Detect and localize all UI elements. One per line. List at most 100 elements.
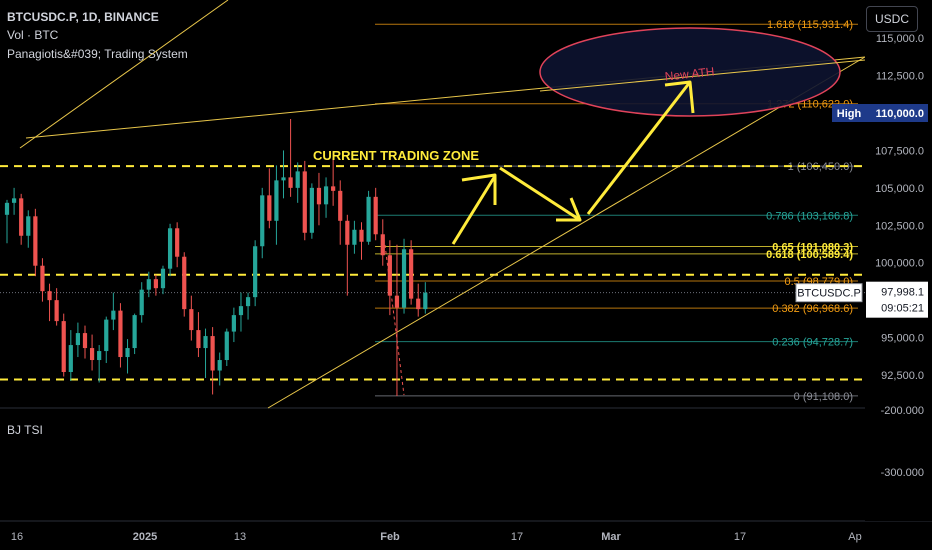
candle-body-0 bbox=[4, 202, 10, 215]
candle-body-25 bbox=[182, 256, 187, 310]
y-tick-6: 95,000.0 bbox=[881, 333, 924, 345]
x-tick-3: Feb bbox=[380, 531, 400, 543]
x-tick-1: 2025 bbox=[133, 531, 157, 543]
fib-label-4: 0.65 (101,080.3) bbox=[772, 242, 853, 254]
indicator-legend: Panagiotis&#039; Trading System bbox=[7, 47, 188, 61]
candle-body-27 bbox=[196, 330, 201, 349]
last-symbol-bg bbox=[795, 283, 863, 303]
candle-body-37 bbox=[267, 195, 272, 221]
last-price: 97,998.1 bbox=[881, 287, 924, 299]
y-tick-2: 107,500.0 bbox=[875, 145, 924, 157]
arrow-up-1 bbox=[451, 175, 497, 245]
projection-dashed bbox=[384, 244, 405, 396]
arrow-down-1-head-0 bbox=[556, 197, 582, 222]
steep-trendline bbox=[19, 0, 229, 149]
x-tick-7: Ap bbox=[848, 531, 861, 543]
candle-body-14 bbox=[104, 319, 109, 352]
y-tick-1: 112,500.0 bbox=[876, 71, 924, 83]
lower-trendline bbox=[267, 56, 866, 409]
last-countdown: 09:05:21 bbox=[881, 303, 924, 315]
candle-body-44 bbox=[316, 187, 322, 205]
x-tick-2: 13 bbox=[234, 531, 246, 543]
fib-label-3: 0.786 (103,166.8) bbox=[766, 210, 853, 222]
candle-body-54 bbox=[387, 255, 392, 296]
y-tick-7: 92,500.0 bbox=[881, 370, 924, 382]
candle-body-52 bbox=[373, 196, 378, 235]
candle-body-26 bbox=[189, 309, 194, 331]
candle-body-4 bbox=[33, 216, 38, 266]
candle-body-16 bbox=[118, 310, 123, 358]
candle-body-19 bbox=[139, 289, 144, 316]
y-tick-5: 100,000.0 bbox=[875, 258, 924, 270]
high-value-bg bbox=[866, 104, 928, 122]
arrow-up-1-head-0 bbox=[461, 173, 497, 205]
y-tick-0: 115,000.0 bbox=[876, 33, 924, 45]
candle-body-21 bbox=[153, 279, 158, 289]
candle-body-6 bbox=[47, 291, 52, 301]
arrow-up-2-head-0 bbox=[664, 80, 695, 114]
candle-body-39 bbox=[281, 177, 286, 181]
ath-label: New ATH bbox=[664, 64, 715, 83]
volume-legend: Vol · BTC bbox=[7, 28, 59, 42]
candle-body-58 bbox=[416, 298, 421, 310]
x-tick-5: Mar bbox=[601, 531, 621, 543]
currency-button[interactable]: USDC bbox=[866, 6, 918, 32]
osc-tick-1: -300.000 bbox=[881, 467, 924, 479]
candle-body-48 bbox=[345, 220, 350, 245]
fib-label-2: 1 (106,450.0) bbox=[788, 161, 853, 173]
candle-body-24 bbox=[175, 228, 180, 257]
candle-body-40 bbox=[288, 177, 293, 188]
candle-body-49 bbox=[352, 229, 357, 245]
candle-body-29 bbox=[210, 336, 215, 371]
candle-body-5 bbox=[40, 265, 45, 292]
symbol-legend: BTCUSDC.P, 1D, BINANCE bbox=[7, 10, 159, 24]
candle-body-33 bbox=[238, 306, 244, 316]
candle-body-30 bbox=[217, 360, 222, 371]
candle-body-50 bbox=[359, 229, 364, 242]
candle-body-32 bbox=[231, 315, 236, 332]
high-tag-label: High bbox=[837, 108, 862, 120]
high-tag-bg bbox=[832, 104, 866, 122]
candle-body-13 bbox=[97, 351, 102, 361]
candle-body-36 bbox=[260, 195, 265, 247]
candle-body-55 bbox=[394, 295, 400, 308]
candle-body-34 bbox=[245, 297, 251, 307]
candle-body-11 bbox=[82, 333, 88, 349]
candle-body-42 bbox=[302, 171, 307, 233]
candle-body-20 bbox=[146, 279, 151, 290]
y-tick-4: 102,500.0 bbox=[875, 220, 924, 232]
candle-body-3 bbox=[26, 216, 31, 236]
price-axis-bg bbox=[865, 0, 932, 521]
candle-body-43 bbox=[309, 187, 314, 233]
fib-label-5: 0.618 (100,589.4) bbox=[766, 249, 853, 261]
fib-label-7: 0.382 (96,968.6) bbox=[772, 303, 853, 315]
candle-body-23 bbox=[167, 228, 173, 269]
ath-ellipse bbox=[539, 27, 841, 117]
candle-body-12 bbox=[89, 348, 95, 361]
tsi-legend: BJ TSI bbox=[7, 423, 43, 437]
osc-tick-0: -200.000 bbox=[881, 405, 924, 417]
candle-body-53 bbox=[380, 234, 385, 256]
candle-body-46 bbox=[331, 186, 336, 191]
candle-body-57 bbox=[409, 249, 414, 299]
candle-body-7 bbox=[54, 300, 59, 322]
candle-body-10 bbox=[75, 333, 80, 346]
candle-body-22 bbox=[160, 268, 166, 289]
candle-body-18 bbox=[132, 315, 137, 349]
candle-body-47 bbox=[338, 190, 343, 221]
candle-body-2 bbox=[19, 198, 24, 236]
fib-label-9: 0 (91,108.0) bbox=[794, 391, 853, 403]
arrow-up-2 bbox=[586, 81, 692, 215]
y-tick-3: 105,000.0 bbox=[875, 183, 924, 195]
candle-body-15 bbox=[111, 310, 116, 320]
last-symbol: BTCUSDC.P bbox=[797, 288, 861, 300]
candle-body-35 bbox=[253, 246, 258, 298]
arrow-down-1 bbox=[499, 166, 581, 222]
high-value: 110,000.0 bbox=[876, 108, 924, 120]
x-tick-4: 17 bbox=[511, 531, 523, 543]
candle-body-28 bbox=[203, 336, 208, 349]
fib-label-8: 0.236 (94,728.7) bbox=[772, 337, 853, 349]
zone-label: CURRENT TRADING ZONE bbox=[313, 148, 479, 163]
candle-body-56 bbox=[401, 249, 407, 308]
